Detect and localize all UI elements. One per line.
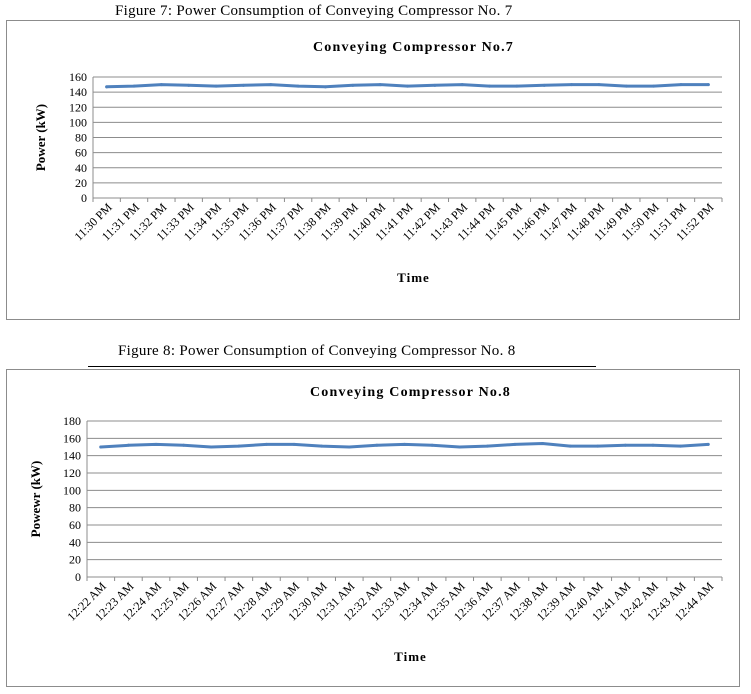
data-point: [458, 445, 462, 449]
data-point: [351, 83, 355, 87]
y-tick-label: 180: [63, 414, 81, 428]
data-point: [187, 83, 191, 87]
y-tick-label: 80: [69, 501, 81, 515]
y-tick-label: 40: [75, 161, 87, 175]
data-point: [182, 443, 186, 447]
y-tick-label: 0: [75, 570, 81, 584]
chart-title: Conveying Compressor No.7: [313, 40, 514, 55]
y-tick-label: 20: [69, 553, 81, 567]
figure-7-caption: Figure 7: Power Consumption of Conveying…: [115, 3, 513, 19]
data-point: [296, 84, 300, 88]
data-point: [264, 442, 268, 446]
caption-underline: [88, 366, 596, 367]
data-point: [570, 83, 574, 87]
y-tick-label: 120: [69, 100, 87, 114]
y-tick-label: 0: [81, 191, 87, 205]
data-point: [406, 84, 409, 88]
y-tick-label: 140: [69, 85, 87, 99]
data-point: [706, 83, 710, 87]
data-point: [209, 445, 213, 449]
data-point: [378, 83, 382, 87]
data-point: [596, 444, 600, 448]
y-tick-label: 160: [63, 431, 81, 445]
data-point: [568, 444, 572, 448]
data-point: [651, 443, 655, 447]
data-point: [126, 443, 130, 447]
data-point: [488, 84, 492, 88]
figure-8-caption: Figure 8: Power Consumption of Conveying…: [118, 343, 516, 359]
chart-8-frame: Conveying Compressor No.8 0 20 40 60 80 100 120…: [6, 369, 740, 687]
data-point: [323, 85, 327, 89]
data-point: [292, 442, 296, 446]
data-point: [241, 83, 245, 87]
data-point: [652, 84, 656, 88]
data-point: [706, 442, 710, 446]
chart-title: Conveying Compressor No.8: [310, 385, 511, 400]
data-point: [597, 83, 601, 87]
data-point: [132, 84, 136, 88]
y-axis-label: Power (kW): [33, 104, 48, 171]
data-point: [542, 83, 546, 87]
y-tick-label: 120: [63, 466, 81, 480]
data-point: [105, 85, 109, 89]
y-axis-label: Powewr (kW): [28, 461, 43, 538]
data-point: [433, 83, 437, 87]
data-point: [159, 83, 163, 87]
data-point: [624, 84, 628, 88]
y-tick-label: 60: [69, 518, 81, 532]
y-tick-label: 80: [75, 131, 87, 145]
data-point: [154, 442, 158, 446]
chart-8: Conveying Compressor No.8 0 20 40 60 80 100 120…: [28, 385, 723, 664]
data-point: [679, 83, 683, 87]
data-point: [320, 444, 324, 448]
y-tick-label: 100: [69, 115, 87, 129]
chart-7-frame: Conveying Compressor No.7 0 20 40 60 80 100 120…: [6, 20, 740, 320]
data-point: [99, 445, 103, 449]
data-point: [513, 442, 517, 446]
y-tick-label: 40: [69, 535, 81, 549]
data-point: [237, 444, 241, 448]
data-point: [623, 443, 627, 447]
y-tick-label: 100: [63, 483, 81, 497]
data-point: [679, 444, 683, 448]
x-axis-label: Time: [394, 649, 427, 664]
data-point: [214, 84, 218, 88]
data-point: [347, 445, 351, 449]
y-tick-label: 60: [75, 146, 87, 160]
data-point: [375, 443, 379, 447]
data-point: [403, 442, 406, 446]
data-point: [485, 444, 489, 448]
data-point: [541, 442, 545, 446]
data-point: [460, 83, 464, 87]
data-point: [430, 443, 434, 447]
x-axis-label: Time: [397, 270, 430, 285]
y-tick-label: 140: [63, 449, 81, 463]
y-tick-label: 160: [69, 70, 87, 84]
data-point: [515, 84, 519, 88]
y-tick-label: 20: [75, 176, 87, 190]
data-point: [269, 83, 273, 87]
